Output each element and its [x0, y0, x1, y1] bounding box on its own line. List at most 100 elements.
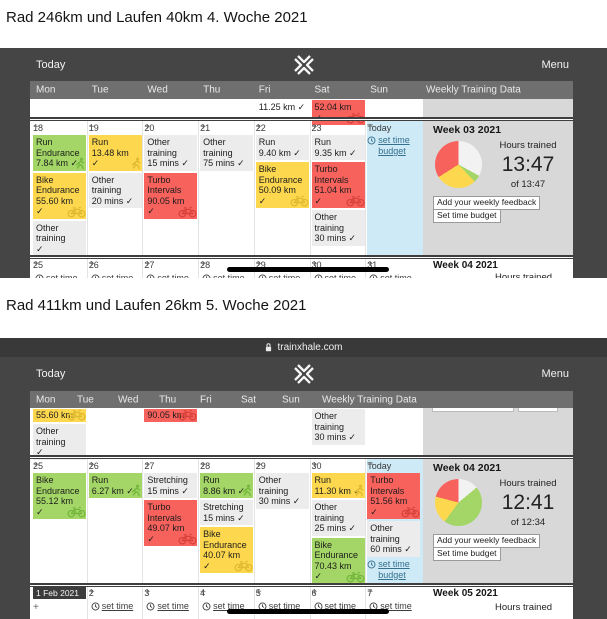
home-indicator[interactable] [227, 609, 389, 614]
add-event-button[interactable]: + [33, 259, 39, 270]
set-time-budget-button[interactable]: Set time budget [433, 209, 501, 223]
set-time-link[interactable]: set time [202, 273, 252, 278]
add-event-button[interactable]: + [144, 460, 151, 471]
event-cell[interactable]: Turbo Intervals 49.07 km ✓ [144, 500, 198, 546]
set-time-link[interactable]: set time [146, 273, 196, 278]
event-cell[interactable]: Other training 25 mins ✓ [311, 500, 365, 536]
set-time-link[interactable]: set time [91, 601, 141, 612]
weekly-feedback-button[interactable]: Add your weekly feedback [433, 196, 541, 210]
weekly-feedback-button[interactable]: Add your weekly feedback [433, 534, 541, 548]
add-event-button[interactable]: + [33, 460, 39, 471]
event-cell[interactable]: Other training 15 mins ✓ [144, 135, 198, 171]
event-cell[interactable]: Run 8.86 km ✓ [200, 473, 254, 498]
event-cell[interactable]: Turbo Intervals 90.05 km ✓ [144, 172, 198, 219]
add-event-button[interactable]: + [88, 587, 95, 598]
event-cell[interactable]: Turbo Intervals 51.56 km ✓ [367, 473, 421, 519]
event-cell[interactable]: 90.05 km ✓ [144, 409, 198, 422]
lock-icon [264, 342, 273, 353]
event-value: 20 mins ✓ [91, 195, 134, 206]
set-time-link[interactable]: set time [258, 273, 308, 278]
add-event-button[interactable]: + [33, 122, 39, 133]
date-cell: 7 + [367, 587, 374, 598]
add-event-button[interactable]: + [88, 259, 95, 270]
day-column-events: Other training 75 mins ✓ [200, 135, 254, 173]
add-event-button[interactable]: + [200, 259, 206, 270]
day-column-events: Run 6.27 km ✓ [88, 473, 142, 500]
add-event-button[interactable]: + [144, 122, 151, 133]
add-event-button[interactable]: + [88, 122, 95, 133]
event-value: 13.48 km ✓ [91, 147, 129, 169]
set-time-link[interactable]: set time [91, 273, 141, 278]
event-cell[interactable]: Run 13.48 km ✓ [88, 135, 142, 171]
add-event-button[interactable]: + [311, 259, 318, 270]
event-cell[interactable]: Run 9.40 km ✓ [255, 135, 309, 160]
event-cell[interactable]: Turbo Intervals 51.04 km ✓ [311, 162, 365, 208]
today-button[interactable]: Today [36, 368, 66, 380]
day-column-events: Run 11.30 km ✓ Other training 25 mins ✓ Bike… [311, 473, 365, 586]
browser-url-bar[interactable]: trainxhale.com [0, 338, 607, 357]
set-time-link[interactable]: set time budget [367, 135, 411, 157]
column-separator [142, 258, 144, 278]
menu-button[interactable]: Menu [541, 58, 569, 71]
set-time-link[interactable]: set time [146, 601, 196, 612]
add-event-button[interactable]: + [255, 122, 262, 133]
add-event-button[interactable]: + [200, 460, 206, 471]
event-cell[interactable]: 55.60 km ✓ [33, 409, 86, 422]
add-event-button[interactable]: + [367, 122, 374, 133]
event-cell[interactable]: Run Endurance 7.84 km ✓ [33, 135, 86, 171]
home-indicator[interactable] [227, 267, 389, 272]
event-cell[interactable]: Stretching 15 mins ✓ [200, 500, 254, 525]
set-time-link[interactable]: set time [35, 273, 85, 278]
add-event-button[interactable]: + [311, 122, 318, 133]
next-hours-trained-label: Hours trained [495, 272, 553, 278]
add-event-button[interactable]: + [255, 587, 262, 598]
event-cell[interactable]: Bike Endurance 55.60 km ✓ [33, 172, 86, 219]
set-time-link[interactable]: set time [202, 601, 252, 612]
add-event-button[interactable]: + [200, 587, 206, 598]
add-event-button[interactable]: + [88, 460, 95, 471]
add-event-button[interactable]: + [367, 259, 374, 270]
set-time-link[interactable]: set time budget [367, 559, 411, 581]
event-cell[interactable]: Other training ✓ [33, 220, 86, 256]
event-cell[interactable]: Stretching 15 mins ✓ [144, 473, 198, 498]
clock-icon [146, 601, 155, 611]
set-time-link[interactable]: set time [369, 273, 419, 278]
add-event-button[interactable]: + [311, 587, 318, 598]
date-cell: 4 + [200, 587, 206, 598]
today-button[interactable]: Today [36, 58, 66, 71]
add-event-button[interactable]: + [311, 460, 318, 471]
set-time-link-label: set time [213, 601, 245, 611]
event-cell[interactable]: Other training 30 mins ✓ [311, 409, 365, 445]
set-time-budget-button[interactable]: Set time budget [433, 547, 501, 561]
event-cell[interactable]: 11.25 km ✓ [256, 100, 309, 115]
event-cell[interactable]: 52.04 km ✓ [311, 100, 365, 125]
set-time-link[interactable]: set time [314, 273, 364, 278]
event-cell[interactable]: Other training 30 mins ✓ [255, 473, 309, 509]
event-cell[interactable]: Other training 30 mins ✓ [311, 210, 365, 246]
add-event-button[interactable]: + [367, 460, 374, 471]
menu-button[interactable]: Menu [541, 368, 569, 380]
event-title: Run [258, 137, 276, 147]
event-cell[interactable]: Bike Endurance 40.07 km ✓ [200, 527, 254, 573]
event-cell[interactable]: Other training 20 mins ✓ [88, 172, 142, 208]
date-cell: 22 + [255, 122, 266, 133]
event-cell[interactable]: Other training 75 mins ✓ [200, 135, 254, 171]
day-header-thu: Thu [203, 84, 221, 96]
event-cell[interactable]: Run 11.30 km ✓ [311, 473, 365, 498]
add-event-button[interactable]: + [255, 259, 262, 270]
add-event-button[interactable]: + [144, 259, 151, 270]
date-cell: 5 + [255, 587, 262, 598]
event-title: Bike Endurance [203, 529, 247, 550]
event-cell[interactable]: Run 9.35 km ✓ [311, 135, 365, 160]
add-event-button[interactable]: + [33, 602, 39, 613]
add-event-button[interactable]: + [255, 460, 262, 471]
event-cell[interactable]: Run 6.27 km ✓ [88, 473, 142, 498]
add-event-button[interactable]: + [144, 587, 151, 598]
event-cell[interactable]: Bike Endurance 50.09 km ✓ [255, 162, 309, 208]
event-cell[interactable]: Other training ✓ [33, 424, 86, 460]
add-event-button[interactable]: + [200, 122, 206, 133]
add-event-button[interactable]: + [367, 587, 374, 598]
event-cell[interactable]: Other training 60 mins ✓ [367, 521, 421, 557]
event-cell[interactable]: Bike Endurance 55.12 km ✓ [33, 473, 86, 519]
event-cell[interactable]: Bike Endurance 70.43 km ✓ [311, 537, 365, 584]
